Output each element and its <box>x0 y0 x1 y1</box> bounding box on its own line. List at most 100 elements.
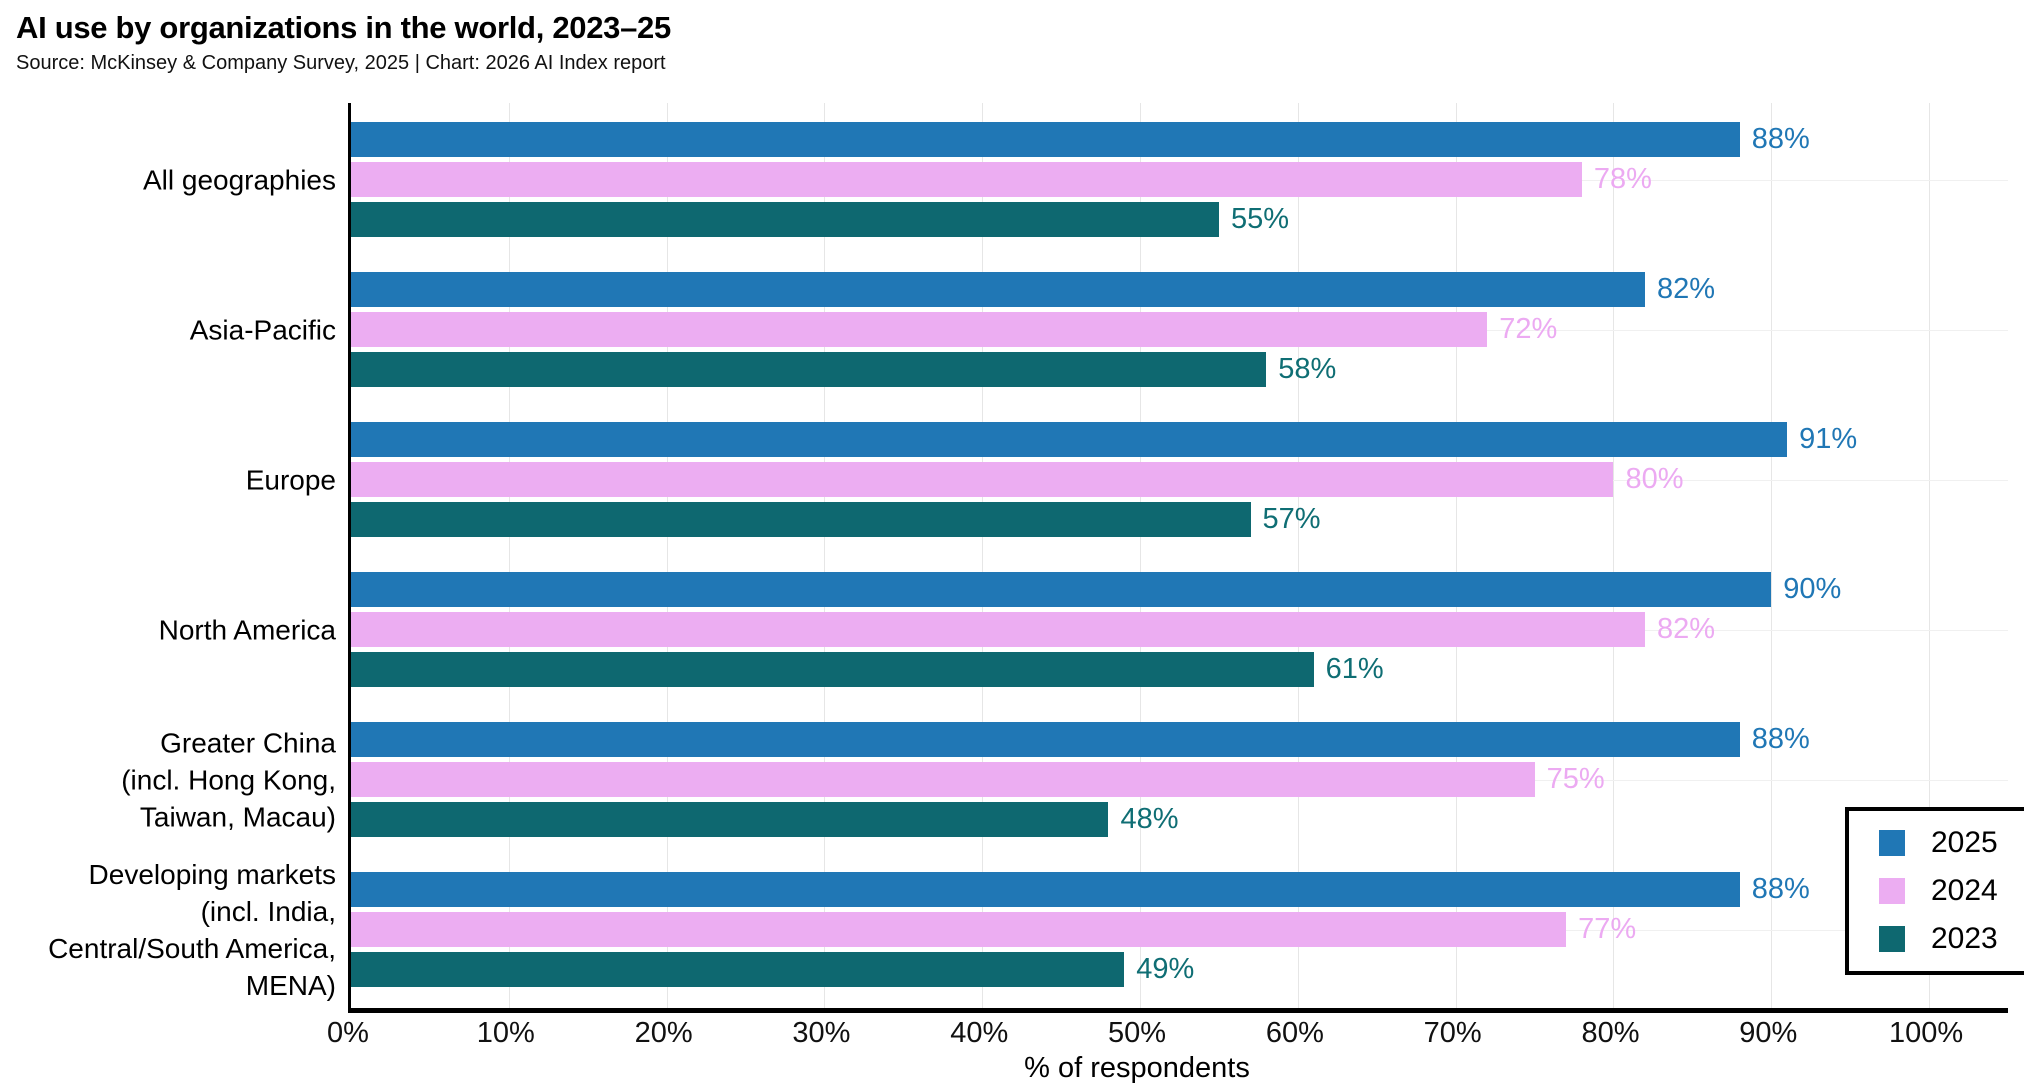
bar-value-label: 49% <box>1136 953 1195 985</box>
bar-value-label: 55% <box>1230 203 1289 235</box>
x-tick-label: 90% <box>1739 1017 1798 1049</box>
bar-2024 <box>351 162 1582 197</box>
vertical-gridline <box>1771 103 1773 1008</box>
bar-row-2023: 49% <box>351 952 2008 987</box>
bar-value-label: 80% <box>1625 463 1684 495</box>
bar-row-2025: 82% <box>351 272 2008 307</box>
legend-entry-2025: 2025 <box>1879 826 2024 860</box>
bar-group: 88% 75% 48% <box>351 722 2008 837</box>
category-label-line: North America <box>158 614 336 645</box>
x-axis-label: % of respondents <box>1024 1052 1250 1084</box>
bar-value-label: 78% <box>1593 163 1652 195</box>
bar-2024 <box>351 762 1535 797</box>
category-label: All geographies <box>143 161 336 198</box>
legend-entry-2023: 2023 <box>1879 922 2024 956</box>
bar-value-label: 88% <box>1751 723 1810 755</box>
bar-row-2025: 88% <box>351 722 2008 757</box>
bar-2023 <box>351 802 1109 837</box>
category-label-line: MENA) <box>245 969 336 1001</box>
legend-swatch <box>1879 878 1905 904</box>
bar-group: 90% 82% 61% <box>351 572 2008 687</box>
x-tick-label: 50% <box>1108 1017 1167 1049</box>
bar-groups-layer: 88% 78% 55% 82% 72% 58% 91% 80% 57% 90% 82% 61% 88% 7… <box>351 103 2008 1008</box>
bar-2025 <box>351 122 1740 157</box>
vertical-gridline <box>824 103 826 1008</box>
vertical-gridline <box>666 103 668 1008</box>
legend-label: 2025 <box>1931 826 1998 859</box>
category-label: Developing markets (incl. India, Central/S… <box>48 856 336 1004</box>
bar-row-2025: 88% <box>351 122 2008 157</box>
bar-value-label: 88% <box>1751 873 1810 905</box>
bar-value-label: 88% <box>1751 123 1810 155</box>
x-tick-label: 80% <box>1581 1017 1640 1049</box>
vertical-gridline <box>508 103 510 1008</box>
vertical-gridline <box>1613 103 1615 1008</box>
bar-2025 <box>351 722 1740 757</box>
bar-2024 <box>351 312 1488 347</box>
bar-row-2025: 88% <box>351 872 2008 907</box>
category-label: Asia-Pacific <box>190 311 336 348</box>
plot-area: 88% 78% 55% 82% 72% 58% 91% 80% 57% 90% 82% 61% 88% 7… <box>348 103 2008 1013</box>
x-tick-label: 30% <box>792 1017 851 1049</box>
bar-group: 91% 80% 57% <box>351 422 2008 537</box>
bar-row-2023: 61% <box>351 652 2008 687</box>
bar-row-2024: 77% <box>351 912 2008 947</box>
category-label-line: (incl. Hong Kong, <box>121 764 336 795</box>
bar-value-label: 90% <box>1783 573 1842 605</box>
x-tick-label: 70% <box>1423 1017 1482 1049</box>
bar-value-label: 58% <box>1278 353 1337 385</box>
x-axis-tick-labels: 0% 10% 20% 30% 40% 50% 60% 70% 80% 90% 100% <box>327 1016 2005 1056</box>
bar-2023 <box>351 502 1251 537</box>
bar-row-2025: 90% <box>351 572 2008 607</box>
bar-row-2024: 80% <box>351 462 2008 497</box>
bar-row-2023: 58% <box>351 352 2008 387</box>
legend-label: 2024 <box>1931 874 1998 907</box>
category-label-line: Developing markets <box>88 858 336 890</box>
category-label: North America <box>159 611 336 648</box>
bar-value-label: 57% <box>1262 503 1321 535</box>
category-label-line: (incl. India, <box>200 895 336 927</box>
bar-row-2024: 82% <box>351 612 2008 647</box>
x-tick-label: 10% <box>476 1017 535 1049</box>
bar-group: 88% 77% 49% <box>351 872 2008 987</box>
bar-2023 <box>351 952 1125 987</box>
vertical-gridline <box>1140 103 1142 1008</box>
chart-source-line: Source: McKinsey & Company Survey, 2025 … <box>16 52 666 74</box>
x-tick-label: 100% <box>1889 1017 1964 1049</box>
legend-label: 2023 <box>1931 922 1998 955</box>
bar-row-2024: 75% <box>351 762 2008 797</box>
bar-value-label: 82% <box>1657 273 1716 305</box>
bar-2023 <box>351 652 1314 687</box>
bar-2024 <box>351 912 1567 947</box>
category-label-line: Europe <box>245 464 336 495</box>
category-label-line: Asia-Pacific <box>189 314 336 345</box>
bar-2023 <box>351 352 1267 387</box>
x-tick-label: 60% <box>1265 1017 1324 1049</box>
bar-2024 <box>351 462 1614 497</box>
legend-box: 2025 2024 2023 <box>1845 807 2024 975</box>
bar-row-2023: 57% <box>351 502 2008 537</box>
bar-value-label: 72% <box>1499 313 1558 345</box>
bar-value-label: 77% <box>1578 913 1637 945</box>
bar-2025 <box>351 872 1740 907</box>
vertical-gridline <box>982 103 984 1008</box>
bar-value-label: 61% <box>1325 653 1384 685</box>
bar-group: 88% 78% 55% <box>351 122 2008 237</box>
bar-2025 <box>351 422 1788 457</box>
bar-row-2023: 55% <box>351 202 2008 237</box>
legend-entry-2024: 2024 <box>1879 874 2024 908</box>
bar-group: 82% 72% 58% <box>351 272 2008 387</box>
category-label: Greater China (incl. Hong Kong, Taiwan, Ma… <box>121 724 336 835</box>
bar-value-label: 48% <box>1120 803 1179 835</box>
bar-row-2023: 48% <box>351 802 2008 837</box>
bar-2025 <box>351 272 1646 307</box>
bar-row-2024: 72% <box>351 312 2008 347</box>
bar-value-label: 91% <box>1799 423 1858 455</box>
chart-title: AI use by organizations in the world, 20… <box>16 10 671 45</box>
category-label-line: Taiwan, Macau) <box>139 801 336 832</box>
vertical-gridline <box>1455 103 1457 1008</box>
legend-swatch <box>1879 926 1905 952</box>
bar-2024 <box>351 612 1646 647</box>
bar-2025 <box>351 572 1772 607</box>
